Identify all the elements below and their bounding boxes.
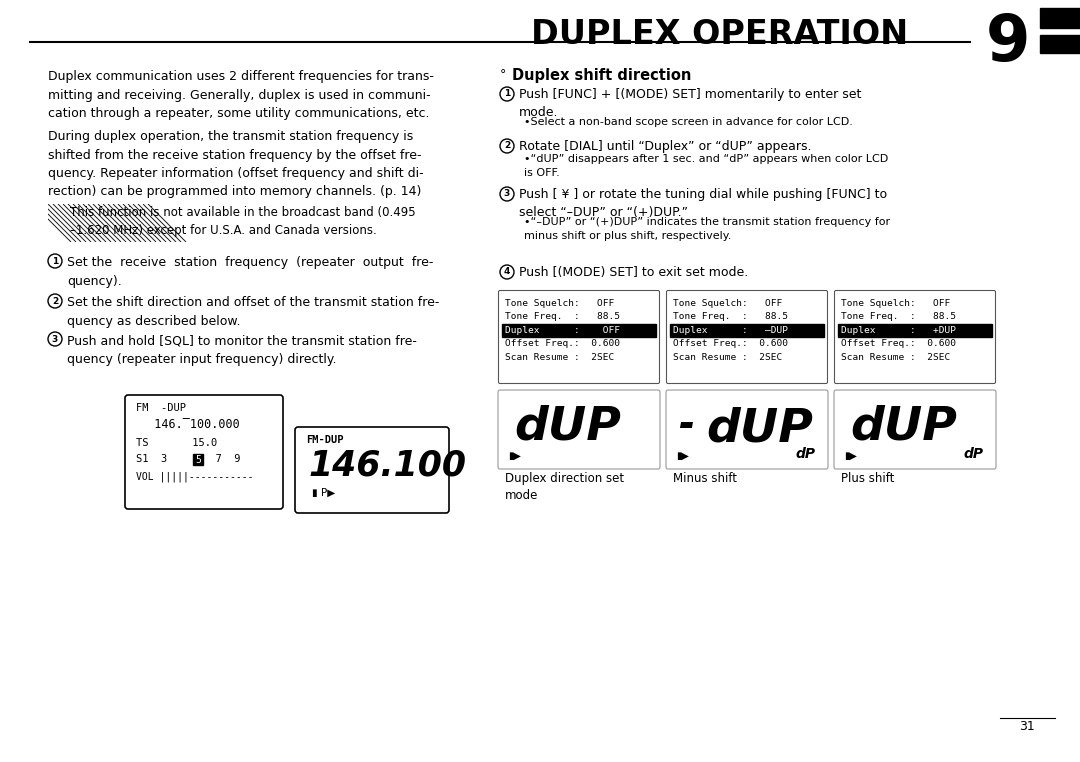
Text: 3: 3: [504, 190, 510, 198]
Bar: [193, 454, 203, 465]
Bar: [1040, 8, 1080, 28]
Text: 3: 3: [52, 335, 58, 344]
Text: ▮▶: ▮▶: [676, 451, 689, 461]
Text: Tone Freq.  :   88.5: Tone Freq. : 88.5: [673, 312, 788, 322]
Text: Tone Squelch:   OFF: Tone Squelch: OFF: [673, 299, 782, 308]
Text: Offset Freq.:  0.600: Offset Freq.: 0.600: [841, 339, 956, 348]
Text: During duplex operation, the transmit station frequency is
shifted from the rece: During duplex operation, the transmit st…: [48, 130, 423, 198]
Text: Tone Squelch:   OFF: Tone Squelch: OFF: [841, 299, 950, 308]
Text: 146.100: 146.100: [308, 448, 465, 482]
FancyBboxPatch shape: [834, 390, 996, 469]
Text: Tone Freq.  :   88.5: Tone Freq. : 88.5: [505, 312, 620, 322]
Text: Tone Squelch:   OFF: Tone Squelch: OFF: [505, 299, 615, 308]
Text: Minus shift: Minus shift: [673, 472, 737, 485]
FancyBboxPatch shape: [666, 290, 827, 383]
Text: 146.̅100.000: 146.̅100.000: [140, 418, 240, 431]
Text: •Select a non-band scope screen in advance for color LCD.: •Select a non-band scope screen in advan…: [524, 117, 853, 127]
Text: dUP: dUP: [850, 404, 957, 449]
Text: Scan Resume :  2SEC: Scan Resume : 2SEC: [841, 353, 950, 362]
Text: Push and hold [SQL] to monitor the transmit station fre-
quency (repeater input : Push and hold [SQL] to monitor the trans…: [67, 334, 417, 366]
Text: ▮▶: ▮▶: [508, 451, 521, 461]
Text: Set the shift direction and offset of the transmit station fre-
quency as descri: Set the shift direction and offset of th…: [67, 296, 440, 328]
Text: VOL |||||-----------: VOL |||||-----------: [136, 471, 254, 482]
Text: Offset Freq.:  0.600: Offset Freq.: 0.600: [673, 339, 788, 348]
Text: Plus shift: Plus shift: [841, 472, 894, 485]
Text: dUP: dUP: [706, 407, 813, 452]
Text: Rotate [DIAL] until “Duplex” or “dUP” appears.: Rotate [DIAL] until “Duplex” or “dUP” ap…: [519, 140, 811, 153]
Text: 5: 5: [195, 455, 201, 465]
FancyBboxPatch shape: [295, 427, 449, 513]
Text: 7  9: 7 9: [203, 454, 241, 464]
Text: dP: dP: [964, 447, 984, 461]
FancyBboxPatch shape: [666, 390, 828, 469]
Bar: [1040, 35, 1080, 53]
Text: 2: 2: [504, 142, 510, 151]
Text: Tone Freq.  :   88.5: Tone Freq. : 88.5: [841, 312, 956, 322]
FancyBboxPatch shape: [125, 395, 283, 509]
Text: Duplex      :   –DUP: Duplex : –DUP: [673, 325, 788, 335]
Text: ▮ P▶: ▮ P▶: [312, 488, 335, 498]
Text: TS       15.0: TS 15.0: [136, 438, 217, 448]
Text: Scan Resume :  2SEC: Scan Resume : 2SEC: [505, 353, 615, 362]
FancyBboxPatch shape: [498, 390, 660, 469]
Text: 1: 1: [52, 257, 58, 265]
Text: S1  3: S1 3: [136, 454, 179, 464]
Text: DUPLEX OPERATION: DUPLEX OPERATION: [531, 18, 908, 51]
Text: Push [FUNC] + [(MODE) SET] momentarily to enter set
mode.: Push [FUNC] + [(MODE) SET] momentarily t…: [519, 88, 862, 119]
Text: •“–DUP” or “(+)DUP” indicates the transmit station frequency for
minus shift or : •“–DUP” or “(+)DUP” indicates the transm…: [524, 217, 890, 241]
Text: °: °: [500, 68, 507, 81]
Text: This function is not available in the broadcast band (0.495
–1.620 MHz) except f: This function is not available in the br…: [70, 206, 416, 237]
Text: FM  -DUP: FM -DUP: [136, 403, 186, 413]
Text: -: -: [678, 407, 694, 445]
Text: Duplex      :   +DUP: Duplex : +DUP: [841, 325, 956, 335]
Text: ▮▶: ▮▶: [843, 451, 856, 461]
Text: Duplex shift direction: Duplex shift direction: [512, 68, 691, 83]
Text: •“dUP” disappears after 1 sec. and “dP” appears when color LCD
is OFF.: •“dUP” disappears after 1 sec. and “dP” …: [524, 155, 888, 178]
Text: dP: dP: [796, 447, 816, 461]
Text: Duplex      :    OFF: Duplex : OFF: [505, 325, 620, 335]
Text: Scan Resume :  2SEC: Scan Resume : 2SEC: [673, 353, 782, 362]
Text: 31: 31: [1020, 720, 1035, 733]
Text: FM-DUP: FM-DUP: [306, 435, 343, 445]
Text: Set the  receive  station  frequency  (repeater  output  fre-
quency).: Set the receive station frequency (repea…: [67, 256, 433, 287]
Text: 9: 9: [986, 12, 1030, 74]
Text: dUP: dUP: [514, 404, 621, 449]
Text: Push [ ¥ ] or rotate the tuning dial while pushing [FUNC] to
select “–DUP” or “(: Push [ ¥ ] or rotate the tuning dial whi…: [519, 188, 887, 219]
Text: Duplex direction set
mode: Duplex direction set mode: [505, 472, 624, 502]
Bar: [502, 324, 656, 337]
Text: Duplex communication uses 2 different frequencies for trans-
mitting and receivi: Duplex communication uses 2 different fr…: [48, 70, 434, 120]
Text: Offset Freq.:  0.600: Offset Freq.: 0.600: [505, 339, 620, 348]
FancyBboxPatch shape: [835, 290, 996, 383]
Bar: [670, 324, 824, 337]
Text: Push [(MODE) SET] to exit set mode.: Push [(MODE) SET] to exit set mode.: [519, 266, 748, 279]
Text: 4: 4: [503, 267, 510, 277]
Text: 1: 1: [504, 89, 510, 98]
Text: 2: 2: [52, 296, 58, 306]
Bar: [838, 324, 993, 337]
FancyBboxPatch shape: [499, 290, 660, 383]
